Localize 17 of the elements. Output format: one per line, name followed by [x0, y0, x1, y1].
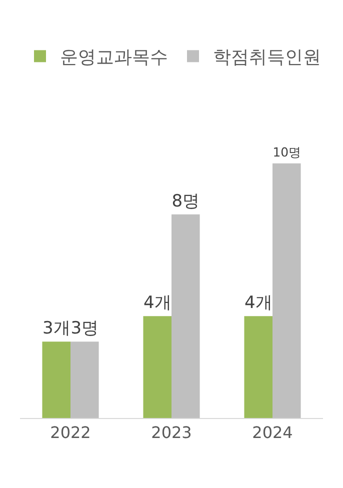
- data-label: 10명: [272, 144, 301, 160]
- x-tick-label: 2024: [252, 423, 293, 442]
- bar: [172, 214, 200, 418]
- x-tick-label: 2023: [151, 423, 192, 442]
- data-label: 4개: [143, 293, 172, 314]
- data-label: 4개: [244, 293, 272, 314]
- data-label: 3명: [70, 318, 99, 339]
- bar: [70, 342, 99, 418]
- data-label: 8명: [172, 191, 200, 212]
- legend-label: 학점취득인원: [213, 47, 321, 68]
- bar: [244, 316, 272, 418]
- bar: [143, 316, 172, 418]
- x-tick-label: 2022: [50, 423, 91, 442]
- bar: [272, 163, 301, 418]
- bar: [42, 342, 70, 418]
- legend-label: 운영교과목수: [60, 47, 168, 68]
- data-label: 3개: [42, 318, 70, 339]
